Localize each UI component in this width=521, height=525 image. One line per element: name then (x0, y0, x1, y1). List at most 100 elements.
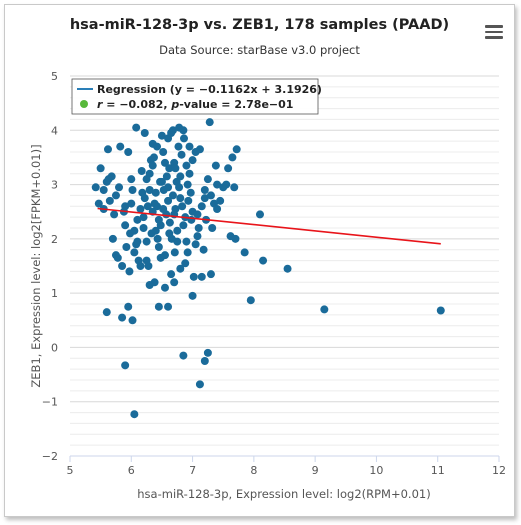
data-point[interactable] (159, 205, 168, 213)
data-point[interactable] (195, 380, 204, 389)
data-point[interactable] (193, 210, 202, 219)
data-point[interactable] (259, 256, 268, 265)
data-point[interactable] (203, 175, 212, 184)
data-point[interactable] (184, 196, 193, 205)
data-point[interactable] (160, 158, 169, 167)
data-point[interactable] (113, 253, 122, 262)
data-point[interactable] (145, 281, 154, 289)
data-point[interactable] (142, 256, 151, 265)
data-point[interactable] (177, 150, 186, 159)
data-point[interactable] (130, 248, 139, 257)
data-point[interactable] (231, 234, 240, 243)
data-point[interactable] (283, 264, 292, 273)
data-point[interactable] (127, 199, 136, 208)
data-point[interactable] (228, 153, 237, 162)
data-point[interactable] (143, 202, 152, 211)
data-point[interactable] (124, 302, 133, 311)
data-point[interactable] (125, 267, 134, 276)
data-point[interactable] (183, 180, 192, 189)
data-point[interactable] (203, 348, 212, 357)
data-point[interactable] (246, 296, 255, 305)
data-point[interactable] (103, 145, 112, 154)
data-point[interactable] (107, 172, 116, 181)
data-point[interactable] (108, 234, 117, 243)
data-point[interactable] (139, 224, 148, 232)
data-point[interactable] (96, 164, 105, 173)
data-point[interactable] (170, 248, 179, 257)
data-point[interactable] (159, 148, 168, 156)
data-point[interactable] (105, 196, 114, 205)
data-point[interactable] (142, 237, 151, 246)
data-point[interactable] (179, 134, 188, 143)
data-point[interactable] (115, 183, 124, 192)
data-point[interactable] (186, 188, 195, 197)
data-point[interactable] (182, 237, 191, 246)
data-point[interactable] (151, 188, 160, 197)
data-point[interactable] (121, 202, 130, 211)
data-point[interactable] (222, 180, 231, 189)
hamburger-menu-icon[interactable] (485, 25, 503, 39)
data-point[interactable] (168, 191, 177, 200)
data-point[interactable] (167, 270, 176, 279)
data-point[interactable] (140, 129, 149, 137)
data-point[interactable] (197, 272, 206, 281)
data-point[interactable] (122, 243, 131, 251)
data-point[interactable] (206, 191, 215, 200)
data-point[interactable] (145, 186, 154, 194)
data-point[interactable] (154, 243, 163, 251)
data-point[interactable] (173, 237, 182, 246)
data-point[interactable] (189, 272, 198, 281)
data-point[interactable] (232, 145, 241, 154)
data-point[interactable] (136, 262, 145, 270)
data-point[interactable] (157, 177, 166, 186)
data-point[interactable] (230, 183, 239, 192)
data-point[interactable] (179, 126, 188, 135)
data-point[interactable] (126, 229, 135, 238)
data-point[interactable] (205, 118, 214, 127)
data-point[interactable] (213, 180, 222, 189)
data-point[interactable] (240, 248, 249, 257)
data-point[interactable] (160, 283, 169, 292)
data-point[interactable] (174, 142, 183, 151)
data-point[interactable] (142, 175, 151, 184)
data-point[interactable] (136, 205, 145, 213)
data-point[interactable] (154, 302, 163, 311)
data-point[interactable] (148, 161, 157, 170)
data-point[interactable] (150, 199, 159, 208)
data-point[interactable] (168, 126, 177, 135)
data-point[interactable] (153, 142, 162, 151)
data-point[interactable] (178, 202, 187, 211)
data-point[interactable] (320, 305, 329, 314)
data-point[interactable] (149, 153, 158, 162)
data-point[interactable] (206, 270, 215, 279)
data-point[interactable] (154, 215, 163, 224)
data-point[interactable] (128, 186, 137, 194)
data-point[interactable] (157, 131, 166, 140)
data-point[interactable] (130, 410, 139, 419)
data-point[interactable] (185, 169, 194, 178)
data-point[interactable] (208, 224, 217, 232)
data-point[interactable] (176, 194, 185, 203)
data-point[interactable] (91, 183, 100, 192)
data-point[interactable] (94, 199, 103, 208)
data-point[interactable] (121, 361, 130, 370)
data-point[interactable] (124, 148, 133, 156)
data-point[interactable] (128, 316, 137, 325)
data-point[interactable] (118, 313, 127, 322)
data-point[interactable] (153, 234, 162, 243)
data-point[interactable] (164, 183, 173, 192)
data-point[interactable] (216, 196, 225, 205)
data-point[interactable] (213, 205, 222, 213)
data-point[interactable] (195, 145, 204, 154)
data-point[interactable] (224, 164, 233, 173)
data-point[interactable] (173, 226, 182, 235)
data-point[interactable] (111, 191, 120, 200)
data-point[interactable] (151, 226, 160, 235)
data-point[interactable] (194, 224, 203, 232)
data-point[interactable] (156, 253, 165, 262)
data-point[interactable] (133, 237, 142, 246)
data-point[interactable] (185, 142, 194, 151)
data-point[interactable] (121, 221, 130, 230)
data-point[interactable] (200, 194, 209, 203)
data-point[interactable] (165, 229, 174, 238)
